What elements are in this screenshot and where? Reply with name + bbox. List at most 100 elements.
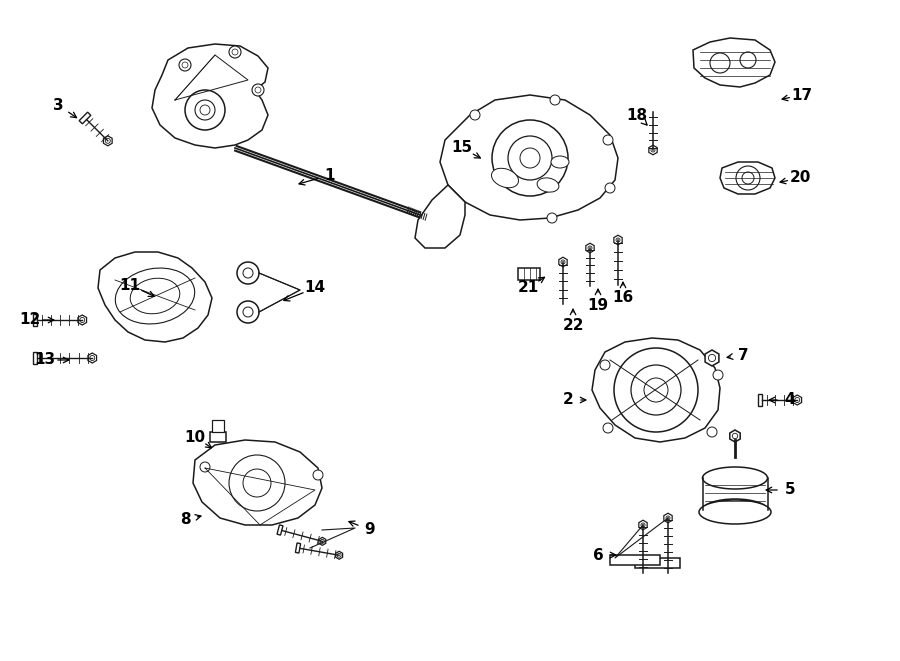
Polygon shape (693, 38, 775, 87)
Ellipse shape (703, 499, 768, 521)
Text: 15: 15 (452, 141, 472, 155)
Text: 5: 5 (785, 483, 796, 498)
Circle shape (603, 423, 613, 433)
Polygon shape (730, 430, 740, 442)
Circle shape (603, 135, 613, 145)
Text: 11: 11 (120, 278, 140, 293)
Text: 17: 17 (791, 87, 813, 102)
Circle shape (200, 462, 210, 472)
Text: 18: 18 (626, 108, 648, 122)
Text: 16: 16 (612, 290, 634, 305)
Text: 1: 1 (325, 167, 335, 182)
Text: 22: 22 (562, 317, 584, 332)
Circle shape (520, 148, 540, 168)
Circle shape (708, 354, 716, 362)
Polygon shape (440, 95, 618, 220)
Polygon shape (720, 162, 775, 194)
Bar (212, 420, 224, 432)
Polygon shape (614, 235, 622, 245)
Circle shape (182, 62, 188, 68)
Polygon shape (559, 257, 567, 267)
Bar (518, 268, 540, 280)
Polygon shape (586, 243, 594, 253)
Ellipse shape (115, 268, 194, 324)
Circle shape (616, 238, 620, 242)
Circle shape (229, 46, 241, 58)
Circle shape (185, 90, 225, 130)
Circle shape (644, 378, 668, 402)
Circle shape (631, 365, 681, 415)
Circle shape (255, 87, 261, 93)
Text: 20: 20 (789, 171, 811, 186)
Circle shape (707, 427, 717, 437)
Polygon shape (295, 543, 301, 553)
Circle shape (237, 262, 259, 284)
Polygon shape (639, 520, 647, 530)
Polygon shape (104, 136, 112, 146)
Polygon shape (592, 338, 720, 442)
Text: 8: 8 (180, 512, 190, 527)
Circle shape (605, 183, 615, 193)
Circle shape (492, 120, 568, 196)
Text: 21: 21 (518, 280, 538, 295)
Polygon shape (705, 350, 719, 366)
Bar (610, 555, 660, 565)
Circle shape (243, 268, 253, 278)
Circle shape (508, 136, 552, 180)
Text: 3: 3 (53, 98, 63, 112)
Circle shape (470, 110, 480, 120)
Circle shape (313, 470, 323, 480)
Polygon shape (415, 185, 465, 248)
Circle shape (666, 516, 670, 520)
Bar (635, 558, 680, 568)
Circle shape (243, 469, 271, 497)
Circle shape (243, 307, 253, 317)
Text: 6: 6 (592, 547, 603, 563)
Polygon shape (32, 352, 37, 364)
Ellipse shape (491, 169, 518, 188)
Polygon shape (32, 314, 37, 326)
Bar (210, 432, 226, 442)
Circle shape (252, 84, 264, 96)
Circle shape (742, 172, 754, 184)
Circle shape (320, 539, 324, 543)
Circle shape (338, 553, 341, 557)
Polygon shape (88, 353, 96, 363)
Circle shape (105, 138, 111, 143)
Circle shape (733, 434, 738, 439)
Circle shape (600, 360, 610, 370)
Circle shape (641, 523, 645, 527)
Circle shape (547, 213, 557, 223)
Polygon shape (336, 551, 343, 559)
Circle shape (588, 246, 592, 250)
Circle shape (561, 260, 565, 264)
Text: 7: 7 (738, 348, 748, 362)
Circle shape (195, 100, 215, 120)
Text: 14: 14 (304, 280, 326, 295)
Polygon shape (649, 145, 657, 155)
Text: 10: 10 (184, 430, 205, 444)
Circle shape (736, 166, 760, 190)
Polygon shape (793, 395, 802, 405)
Circle shape (90, 356, 94, 360)
Circle shape (80, 317, 85, 323)
Text: 19: 19 (588, 297, 608, 313)
Polygon shape (98, 252, 212, 342)
Polygon shape (152, 44, 268, 148)
Circle shape (179, 59, 191, 71)
Text: 9: 9 (364, 522, 375, 537)
Polygon shape (319, 537, 326, 545)
Text: 4: 4 (785, 393, 796, 407)
Ellipse shape (703, 467, 768, 489)
Circle shape (713, 370, 723, 380)
Ellipse shape (130, 278, 180, 314)
Ellipse shape (551, 156, 569, 168)
Polygon shape (758, 394, 762, 406)
Polygon shape (79, 112, 91, 124)
Polygon shape (277, 525, 283, 535)
Circle shape (229, 455, 285, 511)
Circle shape (740, 52, 756, 68)
Circle shape (232, 49, 238, 55)
Circle shape (237, 301, 259, 323)
Text: 13: 13 (34, 352, 56, 368)
